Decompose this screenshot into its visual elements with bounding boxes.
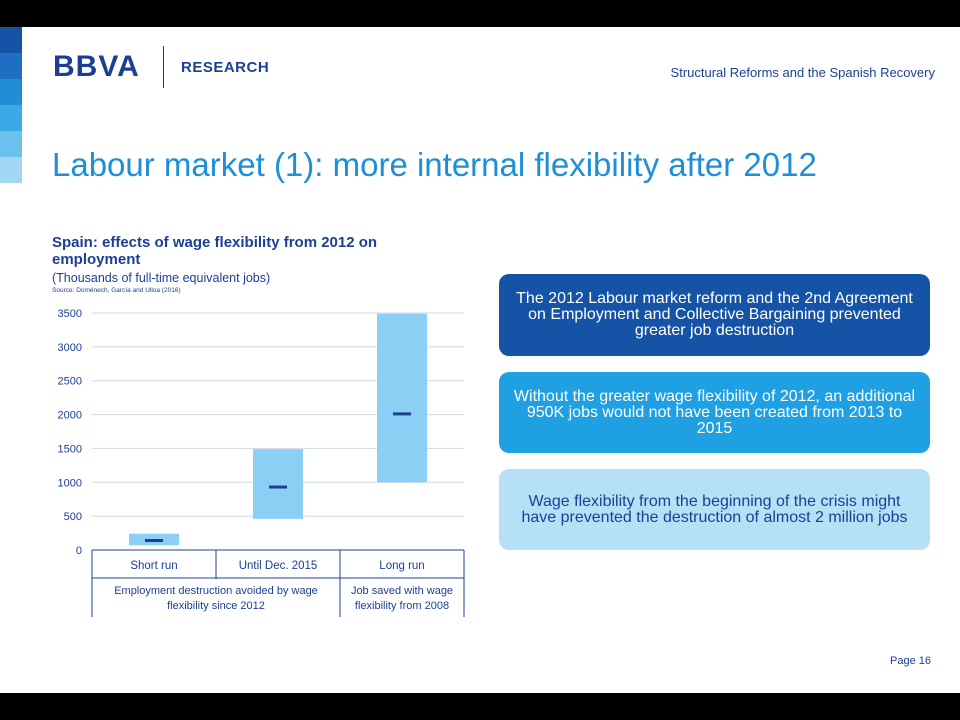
- brand-stripe: [0, 131, 22, 157]
- y-tick-label: 1500: [58, 443, 82, 455]
- brand-stripe: [0, 105, 22, 131]
- chart-subtitle: (Thousands of full-time equivalent jobs): [52, 271, 271, 285]
- research-label: RESEARCH: [181, 59, 270, 76]
- x-tick-label: Short run: [130, 560, 177, 572]
- page-number: Page 16: [890, 655, 931, 667]
- central-estimate-mark: [269, 485, 287, 489]
- info-box-wage-flexibility-2012: Without the greater wage flexibility of …: [499, 372, 930, 453]
- chart-source: Source: Doménech, García and Ulloa (2016…: [52, 287, 181, 294]
- group-label: Employment destruction avoided by wage fl…: [114, 585, 318, 612]
- x-tick-label: Until Dec. 2015: [239, 560, 318, 572]
- brand-stripe: [0, 79, 22, 105]
- y-tick-label: 2000: [58, 410, 82, 422]
- range-bar: [253, 449, 303, 519]
- presentation-title: Structural Reforms and the Spanish Recov…: [670, 65, 935, 80]
- y-tick-label: 0: [76, 545, 82, 557]
- y-tick-label: 2500: [58, 376, 82, 388]
- info-box-reform: The 2012 Labour market reform and the 2n…: [499, 274, 930, 356]
- info-box-wage-flexibility-crisis: Wage flexibility from the beginning of t…: [499, 469, 930, 550]
- slide: BBVA RESEARCH Structural Reforms and the…: [0, 27, 960, 693]
- slide-title: Labour market (1): more internal flexibi…: [52, 146, 817, 183]
- brand-stripe: [0, 27, 22, 53]
- x-tick-label: Long run: [379, 560, 424, 572]
- group-label: Job saved with wage flexibility from 2008: [351, 585, 453, 612]
- y-tick-label: 3000: [58, 342, 82, 354]
- range-bar: [377, 313, 427, 483]
- y-tick-label: 3500: [58, 308, 82, 320]
- brand-stripe: [0, 157, 22, 183]
- central-estimate-mark: [145, 539, 163, 543]
- bbva-logo: BBVA: [53, 50, 140, 83]
- logo-separator: [163, 46, 164, 88]
- range-bar-chart: 0 500 1000 1500 2000 2500 3000 3500 Short run Unt…: [58, 308, 465, 617]
- chart-title: Spain: effects of wage flexibility from …: [52, 234, 378, 268]
- brand-stripe: [0, 53, 22, 79]
- y-tick-label: 500: [64, 511, 82, 523]
- central-estimate-mark: [393, 412, 411, 416]
- y-tick-label: 1000: [58, 477, 82, 489]
